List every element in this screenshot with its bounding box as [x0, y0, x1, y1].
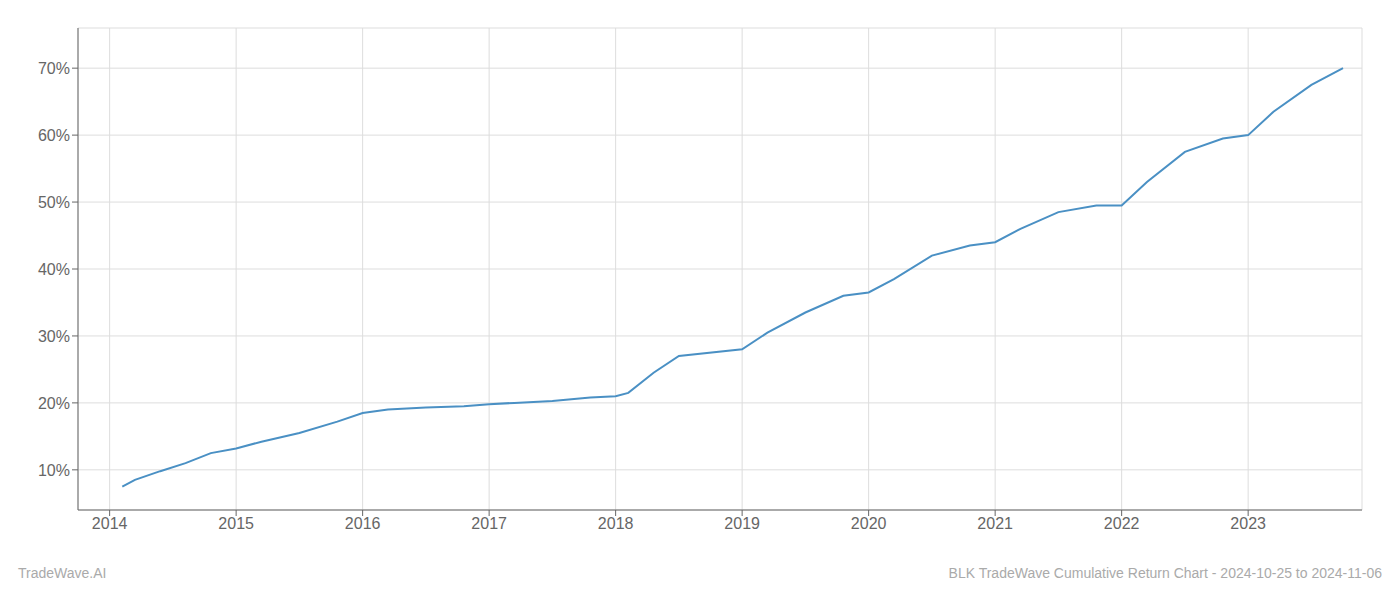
svg-text:30%: 30% [38, 328, 70, 345]
svg-text:2021: 2021 [977, 515, 1013, 532]
svg-text:20%: 20% [38, 395, 70, 412]
svg-text:40%: 40% [38, 261, 70, 278]
svg-text:2019: 2019 [724, 515, 760, 532]
svg-text:50%: 50% [38, 194, 70, 211]
html-text:BLK TradeWave Cumulative Retur: BLK TradeWave Cumulative Return Chart - … [948, 565, 1382, 581]
svg-text:60%: 60% [38, 127, 70, 144]
svg-text:2016: 2016 [345, 515, 381, 532]
svg-text:2023: 2023 [1230, 515, 1266, 532]
svg-text:2017: 2017 [471, 515, 507, 532]
svg-text:10%: 10% [38, 462, 70, 479]
svg-text:2015: 2015 [218, 515, 254, 532]
svg-text:2022: 2022 [1104, 515, 1140, 532]
html-text:TradeWave.AI: TradeWave.AI [18, 565, 107, 581]
svg-text:2014: 2014 [92, 515, 128, 532]
svg-text:2018: 2018 [598, 515, 634, 532]
svg-text:70%: 70% [38, 60, 70, 77]
svg-text:2020: 2020 [851, 515, 887, 532]
